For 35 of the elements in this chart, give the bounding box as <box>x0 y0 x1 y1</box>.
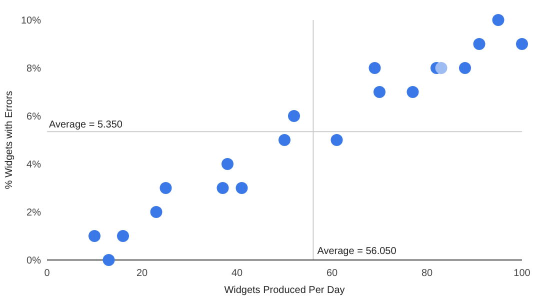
y-tick-label: 10% <box>20 16 42 26</box>
y-tick-label: 8% <box>26 64 42 74</box>
x-tick-label: 100 <box>514 268 531 279</box>
point <box>150 206 162 218</box>
x-axis-title: Widgets Produced Per Day <box>224 285 345 296</box>
y-tick-label: 0% <box>26 256 42 266</box>
point <box>473 38 486 50</box>
point <box>278 134 290 146</box>
point <box>330 134 343 146</box>
x-tick-label: 60 <box>326 268 338 279</box>
ref-line-label: Average = 56.050 <box>317 246 397 257</box>
point <box>160 182 172 194</box>
x-tick-label: 40 <box>231 268 243 279</box>
point <box>222 158 234 170</box>
point <box>516 38 528 50</box>
y-axis-title: % Widgets with Errors <box>4 90 15 190</box>
x-tick-label: 20 <box>136 268 148 279</box>
point <box>88 230 100 242</box>
point <box>459 62 471 74</box>
point <box>236 182 248 194</box>
x-tick-label: 80 <box>421 268 433 279</box>
y-tick-label: 6% <box>26 112 42 122</box>
point <box>102 254 115 266</box>
x-tick-label: 0 <box>44 268 50 279</box>
point <box>406 86 419 98</box>
point <box>216 182 229 194</box>
y-tick-label: 4% <box>26 160 42 170</box>
point <box>435 62 448 74</box>
ref-line-label: Average = 5.350 <box>49 120 123 131</box>
point <box>492 14 504 26</box>
point <box>117 230 129 242</box>
point <box>288 110 300 122</box>
point <box>368 62 381 74</box>
point <box>374 86 386 98</box>
y-tick-label: 2% <box>26 208 42 218</box>
